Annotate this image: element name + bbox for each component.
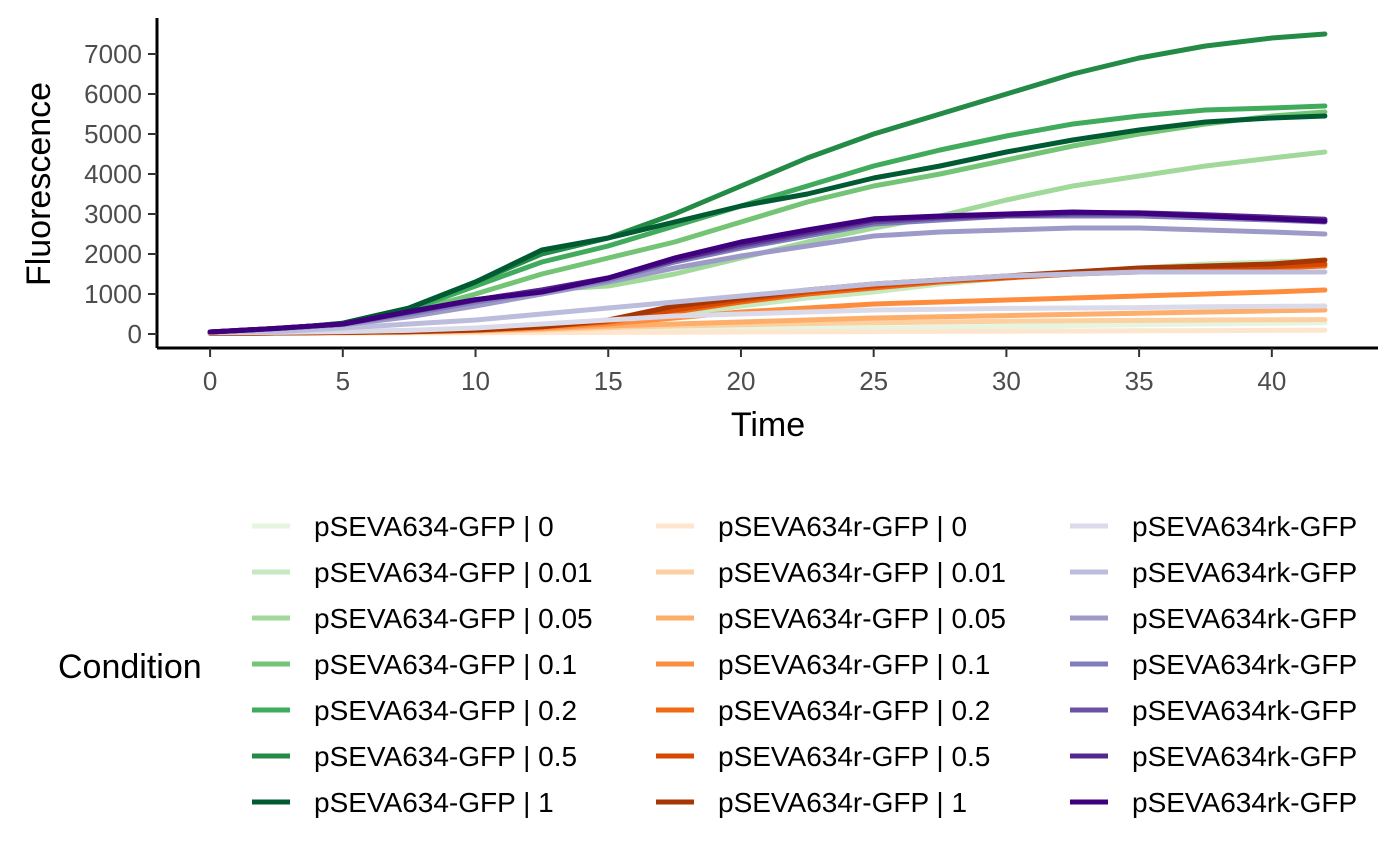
series-line-7	[207, 113, 1328, 335]
x-tick-label: 20	[726, 366, 755, 396]
legend-label: pSEVA634-GFP | 0.1	[314, 649, 577, 680]
legend-label: pSEVA634-GFP | 0	[314, 511, 554, 542]
series-line-6	[207, 31, 1328, 335]
legend-label: pSEVA634-GFP | 1	[314, 787, 554, 818]
legend-label: pSEVA634rk-GFP	[1132, 511, 1357, 542]
legend-label: pSEVA634-GFP | 0.05	[314, 603, 593, 634]
series-line-21	[207, 209, 1328, 335]
legend-label: pSEVA634r-GFP | 0.2	[718, 695, 990, 726]
y-tick-label: 0	[128, 319, 142, 349]
x-tick-label: 35	[1125, 366, 1154, 396]
legend-label: pSEVA634r-GFP | 0.01	[718, 557, 1006, 588]
series-lines	[207, 31, 1328, 336]
legend-label: pSEVA634rk-GFP	[1132, 695, 1357, 726]
legend-label: pSEVA634rk-GFP	[1132, 603, 1357, 634]
legend-label: pSEVA634-GFP | 0.01	[314, 557, 593, 588]
x-tick-label: 10	[461, 366, 490, 396]
legend-label: pSEVA634rk-GFP	[1132, 649, 1357, 680]
x-tick-label: 30	[992, 366, 1021, 396]
legend-label: pSEVA634r-GFP | 0.05	[718, 603, 1006, 634]
x-tick-label: 40	[1257, 366, 1286, 396]
legend-label: pSEVA634-GFP | 0.2	[314, 695, 577, 726]
series-line-15	[207, 303, 1328, 336]
x-axis-label: Time	[731, 406, 805, 444]
legend-items: pSEVA634-GFP | 0 pSEVA634-GFP | 0.01 pSEVA…	[252, 511, 1357, 818]
y-axis-label: Fluorescence	[20, 82, 58, 286]
x-tick-label: 25	[859, 366, 888, 396]
x-tick-label: 5	[336, 366, 350, 396]
legend-label: pSEVA634r-GFP | 1	[718, 787, 967, 818]
legend-label: pSEVA634r-GFP | 0	[718, 511, 967, 542]
x-tick-label: 15	[594, 366, 623, 396]
legend-label: pSEVA634rk-GFP	[1132, 787, 1357, 818]
x-axis-ticks: 0 5 10 15 20 25 30 35 40	[203, 348, 1286, 396]
x-tick-label: 0	[203, 366, 217, 396]
y-tick-label: 4000	[84, 159, 142, 189]
y-tick-label: 7000	[84, 39, 142, 69]
series-line-16	[207, 269, 1328, 335]
y-tick-label: 2000	[84, 239, 142, 269]
y-axis-ticks: 0 1000 2000 3000 4000 5000 6000 7000	[84, 39, 157, 349]
y-tick-label: 1000	[84, 279, 142, 309]
legend-label: pSEVA634-GFP | 0.5	[314, 741, 577, 772]
legend-label: pSEVA634r-GFP | 0.5	[718, 741, 990, 772]
legend-title: Condition	[58, 648, 202, 686]
y-tick-label: 3000	[84, 199, 142, 229]
legend-label: pSEVA634r-GFP | 0.1	[718, 649, 990, 680]
legend-label: pSEVA634rk-GFP	[1132, 557, 1357, 588]
y-tick-label: 5000	[84, 119, 142, 149]
y-tick-label: 6000	[84, 79, 142, 109]
legend-label: pSEVA634rk-GFP	[1132, 741, 1357, 772]
